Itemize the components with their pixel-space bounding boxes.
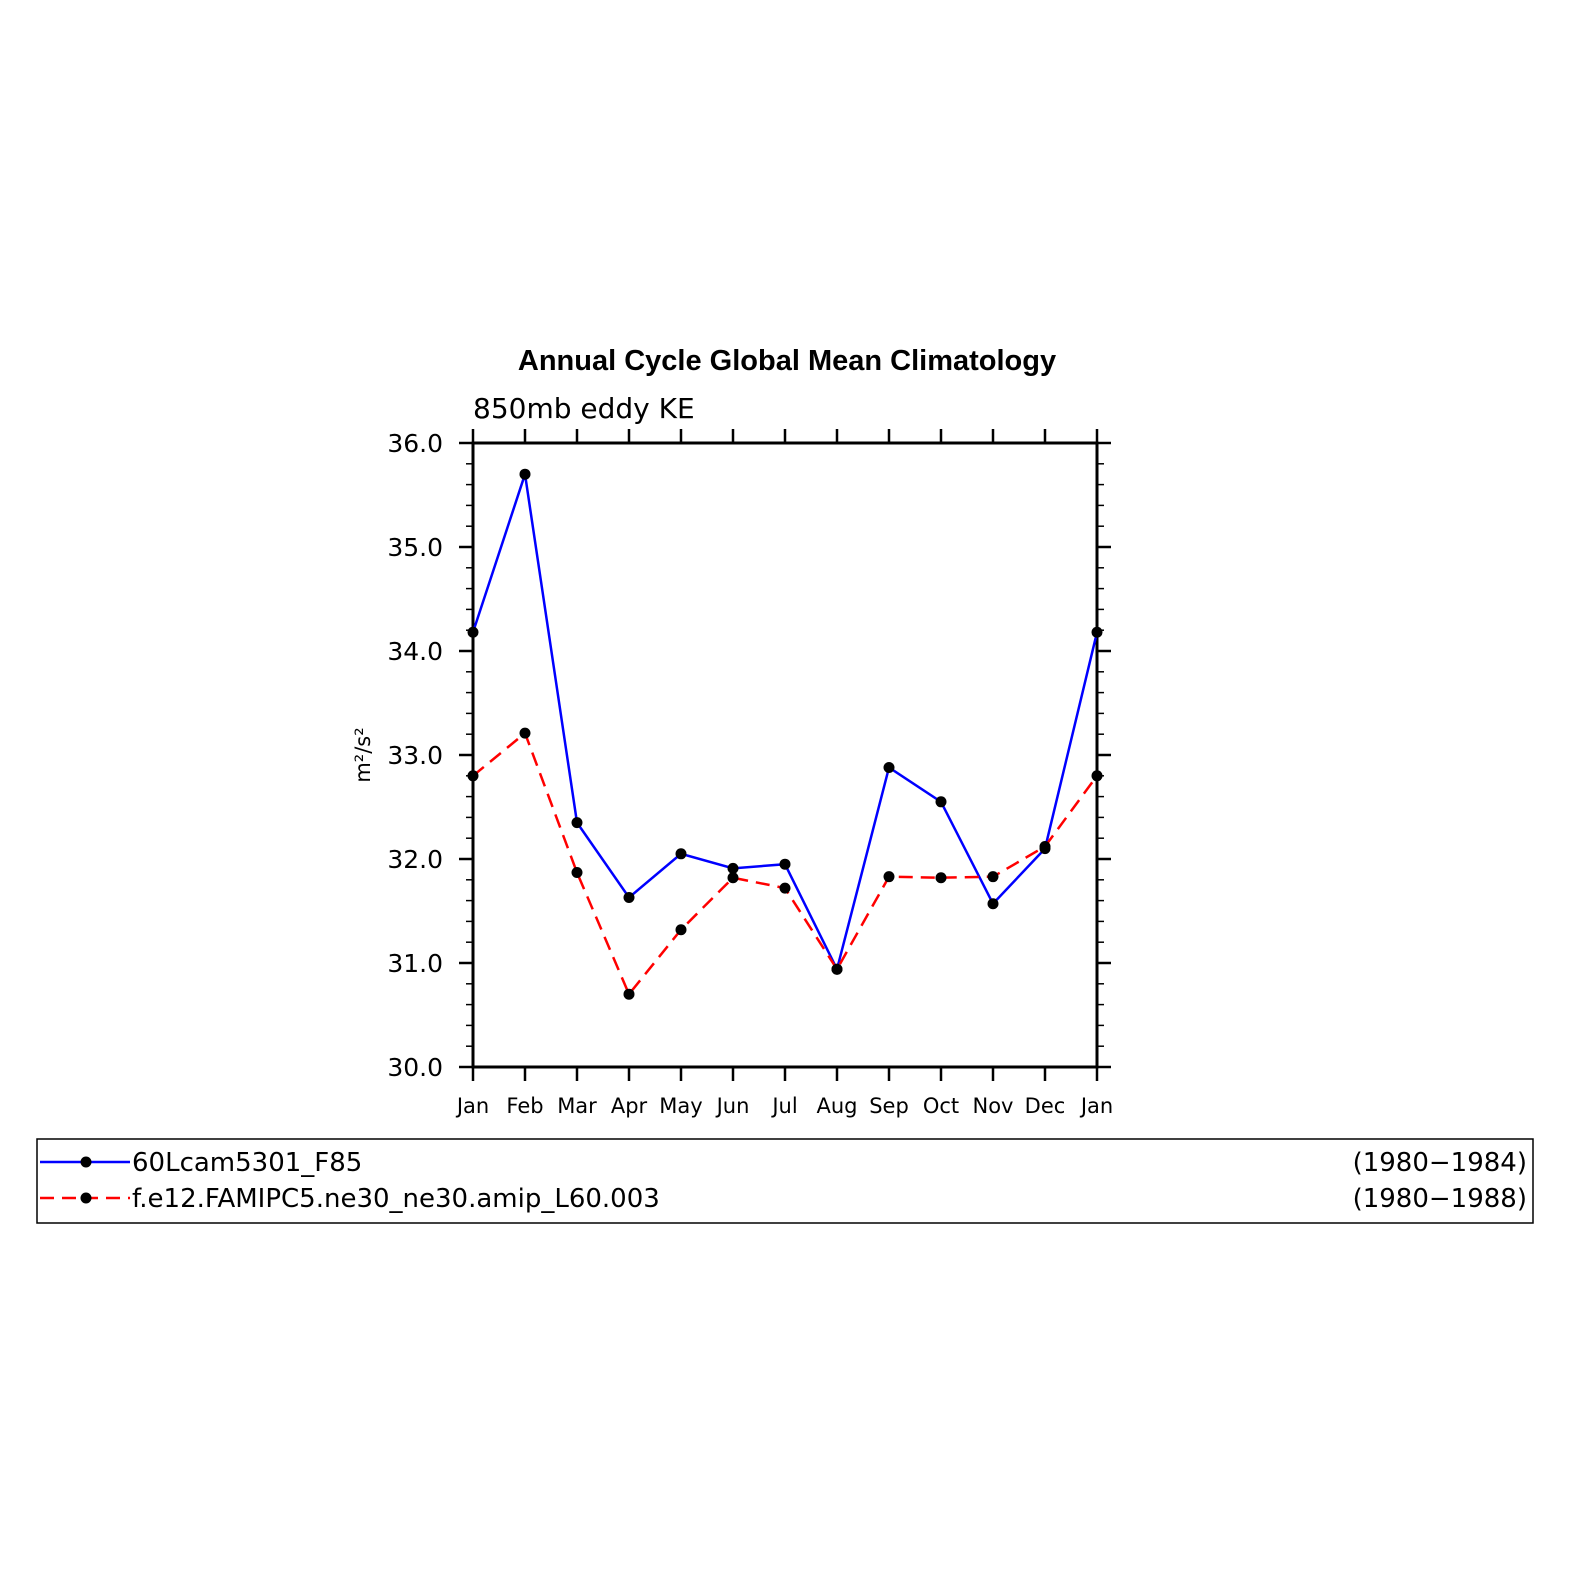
y-tick-label: 31.0 — [387, 949, 443, 978]
y-axis-label: m²/s² — [351, 727, 375, 782]
y-tick-label: 33.0 — [387, 741, 443, 770]
series-layer — [467, 468, 1103, 1000]
data-point — [935, 796, 947, 808]
data-point — [467, 626, 479, 638]
x-tick-label: Feb — [506, 1094, 543, 1118]
legend-box — [36, 1138, 1534, 1224]
data-point — [675, 848, 687, 860]
x-tick-label: Sep — [869, 1094, 909, 1118]
data-point — [623, 988, 635, 1000]
x-tick-labels: Jan Feb Mar Apr May Jun Jul Aug Sep Oct Nov Dec Jan — [455, 1094, 1113, 1118]
x-tick-label: Aug — [816, 1094, 857, 1118]
y-tick-label: 36.0 — [387, 429, 443, 458]
data-point — [883, 871, 895, 883]
data-point — [727, 862, 739, 874]
x-tick-label: Jan — [455, 1094, 489, 1118]
x-tick-label: Nov — [973, 1094, 1014, 1118]
data-point — [571, 817, 583, 829]
legend-marker — [80, 1156, 92, 1168]
y-tick-label: 34.0 — [387, 637, 443, 666]
data-point — [1039, 841, 1051, 853]
legend-series-name: f.e12.FAMIPC5.ne30_ne30.amip_L60.003 — [132, 1184, 660, 1214]
data-point — [1091, 770, 1103, 782]
data-point — [727, 872, 739, 884]
x-tick-label: Dec — [1025, 1094, 1066, 1118]
data-point — [623, 891, 635, 903]
legend-marker — [80, 1192, 92, 1204]
data-point — [779, 882, 791, 894]
chart-subtitle: 850mb eddy KE — [473, 392, 695, 425]
x-tick-label: Mar — [557, 1094, 597, 1118]
legend-series-name: 60Lcam5301_F85 — [132, 1148, 362, 1178]
data-point — [779, 858, 791, 870]
y-tick-label: 30.0 — [387, 1053, 443, 1082]
x-tick-label: Apr — [611, 1094, 648, 1118]
data-point — [1091, 626, 1103, 638]
x-tick-label: May — [659, 1094, 702, 1118]
legend: 60Lcam5301_F85 (1980−1984) f.e12.FAMIPC5.n… — [40, 1148, 1527, 1214]
y-tick-label: 35.0 — [387, 533, 443, 562]
chart-title: Annual Cycle Global Mean Climatology — [518, 345, 1056, 377]
x-tick-label: Jul — [770, 1094, 797, 1118]
legend-period: (1980−1984) — [1353, 1148, 1527, 1178]
series-line — [471, 473, 1099, 973]
y-tick-label: 32.0 — [387, 845, 443, 874]
data-point — [831, 963, 843, 975]
data-point — [571, 867, 583, 879]
data-point — [519, 468, 531, 480]
data-point — [467, 770, 479, 782]
data-point — [987, 871, 999, 883]
x-tick-label: Jan — [1079, 1094, 1113, 1118]
legend-period: (1980−1988) — [1353, 1184, 1527, 1214]
y-tick-labels: 30.0 31.0 32.0 33.0 34.0 35.0 36.0 — [387, 429, 443, 1082]
data-point — [883, 761, 895, 773]
data-point — [675, 924, 687, 936]
data-point — [519, 727, 531, 739]
x-tick-label: Oct — [923, 1094, 959, 1118]
data-point — [935, 872, 947, 884]
data-point — [987, 898, 999, 910]
axis-ticks — [459, 429, 1111, 1081]
x-tick-label: Jun — [715, 1094, 750, 1118]
